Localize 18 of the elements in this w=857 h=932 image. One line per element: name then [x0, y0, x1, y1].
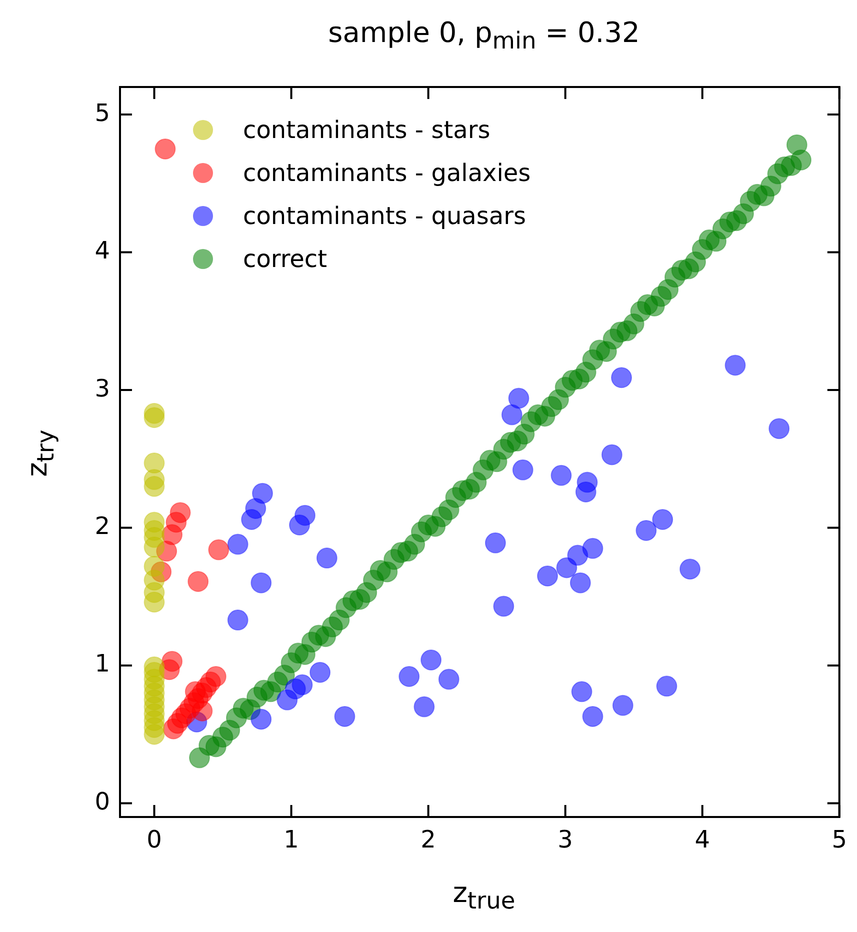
y-tick-label: 1 — [94, 650, 110, 678]
legend-label: contaminants - galaxies — [243, 158, 531, 186]
y-tick-label: 2 — [94, 512, 110, 540]
chart-title: sample 0, p$_{min}$ = 0.32 — [327, 16, 641, 55]
y-tick-label: 0 — [94, 787, 110, 816]
x-tick-label: 4 — [694, 826, 710, 854]
y-tick-label: 4 — [94, 236, 110, 265]
legend-label: correct — [243, 244, 328, 272]
legend-label: contaminants - stars — [243, 116, 490, 144]
legend-label: contaminants - quasars — [243, 202, 526, 230]
x-tick-label: 3 — [558, 826, 573, 854]
x-tick-label: 5 — [832, 826, 848, 854]
y-tick-label: 3 — [94, 374, 110, 402]
x-tick-label: 0 — [146, 826, 162, 854]
x-axis-title: z$_{true}$ — [452, 876, 516, 915]
y-tick-label: 5 — [94, 98, 110, 127]
x-tick-label: 2 — [420, 826, 436, 854]
x-tick-label: 1 — [284, 826, 299, 854]
